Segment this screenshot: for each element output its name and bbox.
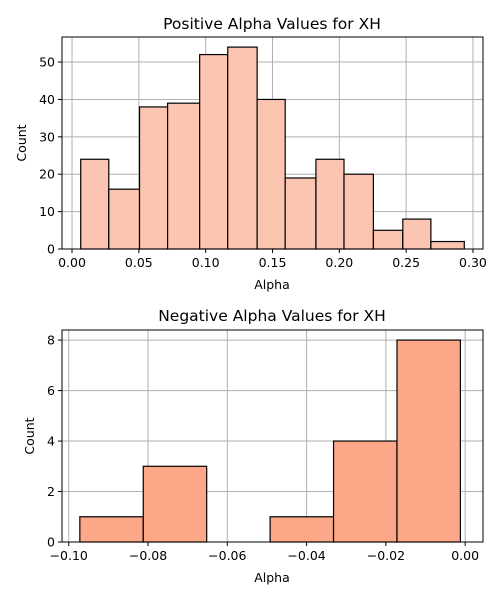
x-tick-label: 0.00 [58,255,86,270]
histogram-bar [199,53,229,250]
histogram-bar [108,188,141,250]
y-tick-label: 0 [47,535,55,550]
histogram-bar [402,218,432,250]
histogram-bar [396,339,462,543]
histogram-bar [142,465,208,543]
histogram-bar [269,516,335,543]
y-tick-label: 8 [47,333,55,348]
x-tick-label: 0.30 [459,255,487,270]
y-tick-label: 4 [47,434,55,449]
y-tick-label: 40 [39,92,55,107]
chart-title: Negative Alpha Values for XH [158,307,386,325]
histogram-bar [80,158,110,250]
y-tick-label: 50 [39,55,55,70]
x-axis-label: Alpha [254,277,290,292]
histogram-bar [430,240,465,250]
histogram-bar [138,106,169,250]
x-tick-label: 0.20 [325,255,353,270]
x-tick-label: −0.08 [129,548,167,563]
x-tick-label: 0.25 [392,255,420,270]
x-tick-label: −0.10 [50,548,88,563]
histogram-bar [227,46,258,250]
histogram-bar [166,102,201,250]
chart-title: Positive Alpha Values for XH [163,15,381,33]
x-tick-label: 0.10 [192,255,220,270]
x-tick-label: 0.00 [451,548,479,563]
positive-alpha-histogram: Positive Alpha Values for XH 0.00 0.05 0.1… [14,15,487,292]
histogram-bar [372,229,404,250]
y-tick-label: 2 [47,484,55,499]
y-axis-label: Count [22,417,37,454]
negative-alpha-histogram: Negative Alpha Values for XH −0.10 −0.08 −… [22,307,484,585]
x-tick-label: 0.15 [259,255,287,270]
y-tick-label: 10 [39,204,55,219]
histogram-bar [256,98,286,250]
histogram-bar [332,440,398,543]
y-tick-label: 30 [39,129,55,144]
x-tick-label: −0.06 [208,548,246,563]
x-tick-label: −0.02 [367,548,405,563]
histogram-bar [284,177,317,250]
plot-frame [61,329,484,543]
y-tick-label: 0 [47,242,55,257]
x-tick-label: 0.05 [125,255,153,270]
histogram-bar [315,158,345,250]
y-tick-label: 6 [47,383,55,398]
x-axis-label: Alpha [254,570,290,585]
y-axis-label: Count [14,124,29,161]
histogram-bar [79,516,144,543]
histogram-bar [343,173,375,250]
x-tick-label: −0.04 [287,548,325,563]
y-tick-label: 20 [39,167,55,182]
